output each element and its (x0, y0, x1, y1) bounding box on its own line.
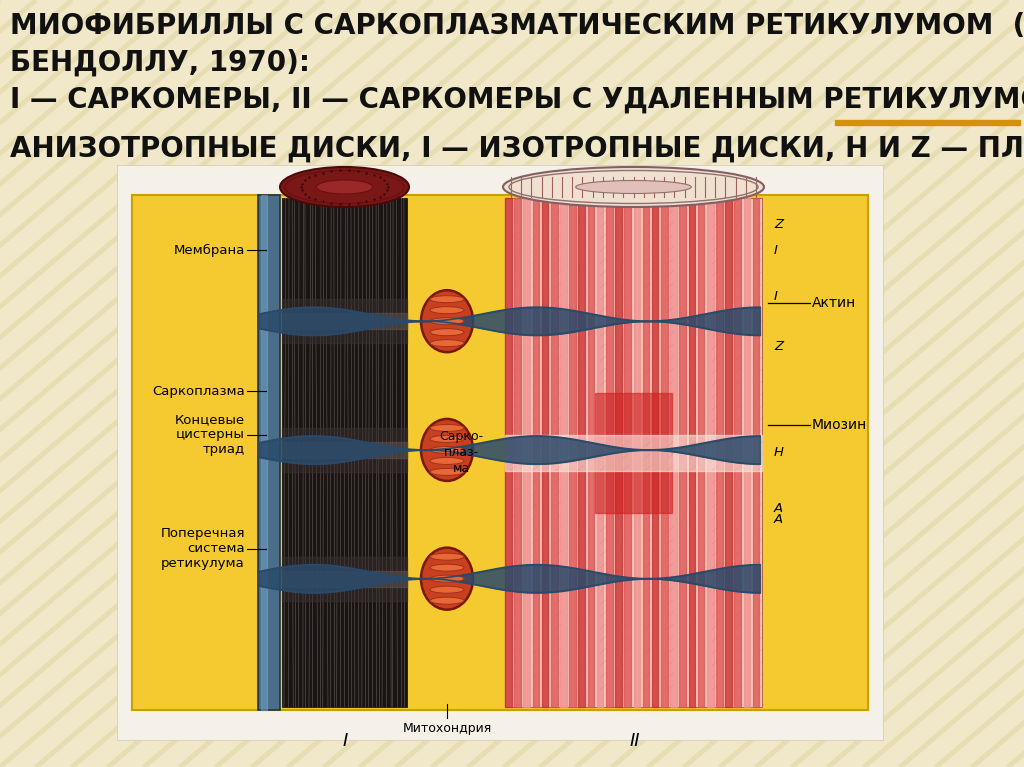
Bar (560, 198, 566, 707)
Ellipse shape (430, 575, 464, 582)
Text: АНИЗОТРОПНЫЕ ДИСКИ, I — ИЗОТРОПНЫЕ ДИСКИ, Н И Z — ПЛАСТИНКИ: АНИЗОТРОПНЫЕ ДИСКИ, I — ИЗОТРОПНЫЕ ДИСКИ… (10, 135, 1024, 163)
Bar (597, 198, 603, 707)
Bar (753, 198, 760, 707)
Bar (505, 198, 762, 707)
Ellipse shape (430, 307, 464, 314)
Bar (514, 198, 521, 707)
Ellipse shape (280, 167, 409, 207)
Bar (282, 557, 407, 601)
Ellipse shape (316, 180, 373, 194)
Bar (662, 198, 668, 707)
Text: I — САРКОМЕРЫ, II — САРКОМЕРЫ С УДАЛЕННЫМ РЕТИКУЛУМОМ; А —: I — САРКОМЕРЫ, II — САРКОМЕРЫ С УДАЛЕННЫ… (10, 86, 1024, 114)
Ellipse shape (421, 548, 473, 610)
Bar (282, 313, 407, 329)
Text: МИОФИБРИЛЛЫ С САРКОПЛАЗМАТИЧЕСКИМ РЕТИКУЛУМОМ  (ПО ДЖ.: МИОФИБРИЛЛЫ С САРКОПЛАЗМАТИЧЕСКИМ РЕТИКУ… (10, 12, 1024, 40)
Text: Актин: Актин (812, 296, 856, 310)
Bar (716, 198, 723, 707)
Ellipse shape (430, 553, 464, 560)
Bar (625, 198, 631, 707)
Bar (551, 198, 557, 707)
Ellipse shape (430, 597, 464, 604)
Bar (532, 198, 540, 707)
Bar (569, 198, 575, 707)
Text: I: I (774, 243, 778, 256)
Ellipse shape (430, 565, 464, 571)
Text: Поперечная
система
ретикулума: Поперечная система ретикулума (161, 527, 245, 570)
Text: Миозин: Миозин (812, 418, 867, 433)
Bar (579, 198, 585, 707)
Bar (743, 198, 751, 707)
Text: A: A (774, 513, 783, 526)
Text: Саркоплазма: Саркоплазма (153, 385, 245, 397)
Text: H: H (774, 446, 784, 459)
Bar (282, 299, 407, 343)
Ellipse shape (575, 180, 691, 193)
Ellipse shape (430, 446, 464, 453)
Bar (505, 434, 762, 470)
Bar (132, 195, 868, 710)
Ellipse shape (430, 318, 464, 324)
Text: I: I (342, 732, 347, 750)
Ellipse shape (430, 457, 464, 465)
Ellipse shape (430, 424, 464, 431)
Bar (671, 198, 677, 707)
Bar (282, 442, 407, 458)
Bar (734, 198, 741, 707)
Bar (588, 198, 594, 707)
Bar (282, 198, 407, 707)
Bar (282, 428, 407, 472)
Bar (679, 198, 686, 707)
Bar (505, 198, 512, 707)
Bar (697, 198, 705, 707)
Bar (643, 198, 649, 707)
Bar (835, 120, 1020, 125)
Text: I: I (774, 290, 778, 303)
Ellipse shape (503, 167, 764, 207)
Ellipse shape (421, 419, 473, 481)
Bar (595, 393, 672, 512)
Text: БЕНДОЛЛУ, 1970):: БЕНДОЛЛУ, 1970): (10, 49, 310, 77)
Ellipse shape (430, 295, 464, 303)
Bar (258, 195, 280, 710)
Text: A: A (774, 502, 783, 515)
Bar (688, 198, 695, 707)
Text: II: II (630, 732, 640, 750)
Text: Сарко-
плаз-
ма: Сарко- плаз- ма (439, 430, 483, 475)
Text: Z: Z (774, 340, 783, 353)
Text: Митохондрия: Митохондрия (402, 722, 492, 735)
Bar (634, 198, 640, 707)
Ellipse shape (421, 290, 473, 352)
Text: Z: Z (774, 219, 783, 232)
Ellipse shape (430, 340, 464, 347)
Text: Концевые
цистерны
триад: Концевые цистерны триад (175, 413, 245, 456)
Bar (707, 198, 714, 707)
Bar (725, 198, 732, 707)
Bar (523, 198, 530, 707)
Bar (282, 571, 407, 587)
Bar (117, 165, 883, 740)
Bar (261, 195, 267, 710)
Ellipse shape (430, 586, 464, 593)
Ellipse shape (430, 329, 464, 336)
Bar (542, 198, 548, 707)
Ellipse shape (430, 469, 464, 476)
Bar (652, 198, 658, 707)
Ellipse shape (430, 436, 464, 443)
Text: Мембрана: Мембрана (174, 243, 245, 256)
Bar (606, 198, 612, 707)
Bar (615, 198, 622, 707)
